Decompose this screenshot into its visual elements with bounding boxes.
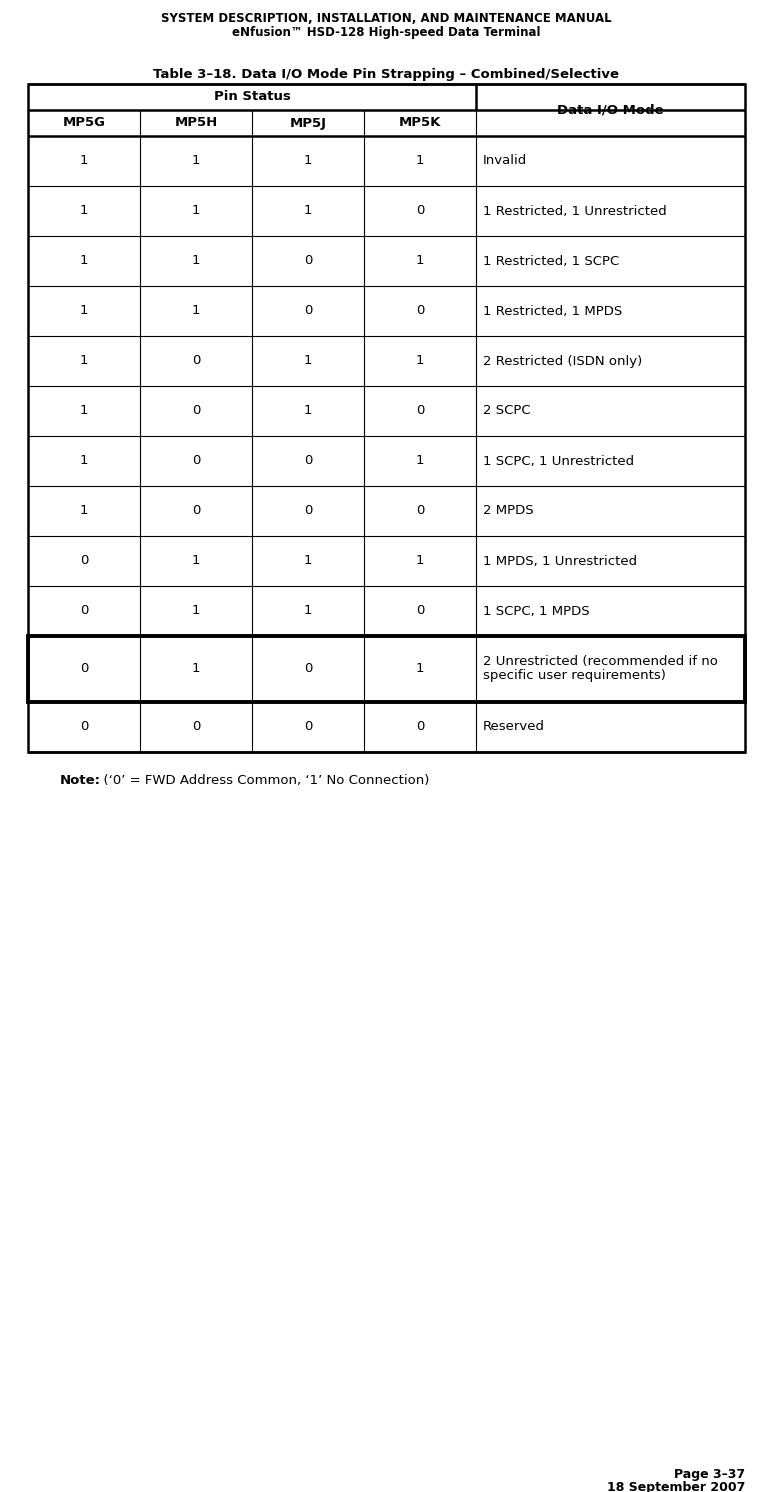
Text: 1: 1 bbox=[192, 255, 200, 267]
Text: 0: 0 bbox=[80, 604, 88, 618]
Text: SYSTEM DESCRIPTION, INSTALLATION, AND MAINTENANCE MANUAL: SYSTEM DESCRIPTION, INSTALLATION, AND MA… bbox=[161, 12, 611, 25]
Text: eNfusion™ HSD-128 High-speed Data Terminal: eNfusion™ HSD-128 High-speed Data Termin… bbox=[232, 25, 540, 39]
Text: 0: 0 bbox=[192, 504, 200, 518]
Text: 0: 0 bbox=[416, 404, 424, 418]
Text: specific user requirements): specific user requirements) bbox=[483, 670, 666, 682]
Text: 2 SCPC: 2 SCPC bbox=[483, 404, 530, 418]
Text: 1: 1 bbox=[80, 404, 88, 418]
Text: 1: 1 bbox=[304, 204, 312, 218]
Text: 0: 0 bbox=[304, 304, 312, 318]
Text: 1: 1 bbox=[80, 355, 88, 367]
Text: 0: 0 bbox=[80, 721, 88, 734]
Text: 1 Restricted, 1 Unrestricted: 1 Restricted, 1 Unrestricted bbox=[483, 204, 667, 218]
Text: Invalid: Invalid bbox=[483, 155, 527, 167]
Text: 1: 1 bbox=[192, 604, 200, 618]
Text: 1: 1 bbox=[80, 504, 88, 518]
Text: MP5K: MP5K bbox=[399, 116, 441, 130]
Text: Table 3–18. Data I/O Mode Pin Strapping – Combined/Selective: Table 3–18. Data I/O Mode Pin Strapping … bbox=[153, 69, 619, 81]
Text: 1: 1 bbox=[192, 155, 200, 167]
Text: 0: 0 bbox=[80, 662, 88, 676]
Text: 0: 0 bbox=[304, 662, 312, 676]
Text: Note:: Note: bbox=[60, 774, 101, 786]
Text: Page 3–37: Page 3–37 bbox=[674, 1468, 745, 1482]
Text: 0: 0 bbox=[416, 504, 424, 518]
Text: Reserved: Reserved bbox=[483, 721, 545, 734]
Text: 2 MPDS: 2 MPDS bbox=[483, 504, 533, 518]
Text: 0: 0 bbox=[192, 455, 200, 467]
Text: 0: 0 bbox=[80, 555, 88, 567]
Text: 0: 0 bbox=[304, 255, 312, 267]
Text: 1: 1 bbox=[192, 304, 200, 318]
Text: MP5G: MP5G bbox=[63, 116, 105, 130]
Text: 1: 1 bbox=[304, 404, 312, 418]
Text: 1 MPDS, 1 Unrestricted: 1 MPDS, 1 Unrestricted bbox=[483, 555, 637, 567]
Bar bbox=[28, 636, 745, 703]
Text: 0: 0 bbox=[304, 455, 312, 467]
Text: 1: 1 bbox=[304, 604, 312, 618]
Bar bbox=[28, 84, 745, 752]
Text: Data I/O Mode: Data I/O Mode bbox=[557, 103, 664, 116]
Text: 1 Restricted, 1 SCPC: 1 Restricted, 1 SCPC bbox=[483, 255, 619, 267]
Text: 1: 1 bbox=[416, 455, 424, 467]
Text: 0: 0 bbox=[304, 721, 312, 734]
Text: 1 Restricted, 1 MPDS: 1 Restricted, 1 MPDS bbox=[483, 304, 622, 318]
Text: 1: 1 bbox=[80, 204, 88, 218]
Text: 1: 1 bbox=[192, 204, 200, 218]
Text: MP5J: MP5J bbox=[290, 116, 326, 130]
Text: 1: 1 bbox=[304, 555, 312, 567]
Text: 1: 1 bbox=[416, 255, 424, 267]
Text: 1: 1 bbox=[192, 555, 200, 567]
Text: 1: 1 bbox=[304, 155, 312, 167]
Text: 1: 1 bbox=[416, 155, 424, 167]
Text: 18 September 2007: 18 September 2007 bbox=[607, 1482, 745, 1492]
Text: Pin Status: Pin Status bbox=[213, 91, 291, 103]
Text: 1 SCPC, 1 Unrestricted: 1 SCPC, 1 Unrestricted bbox=[483, 455, 634, 467]
Text: 2 Unrestricted (recommended if no: 2 Unrestricted (recommended if no bbox=[483, 655, 718, 668]
Text: (‘0’ = FWD Address Common, ‘1’ No Connection): (‘0’ = FWD Address Common, ‘1’ No Connec… bbox=[95, 774, 429, 786]
Text: 0: 0 bbox=[416, 204, 424, 218]
Text: 1: 1 bbox=[416, 355, 424, 367]
Text: 0: 0 bbox=[192, 355, 200, 367]
Text: 1: 1 bbox=[416, 555, 424, 567]
Text: 0: 0 bbox=[192, 721, 200, 734]
Text: MP5H: MP5H bbox=[175, 116, 218, 130]
Text: 0: 0 bbox=[416, 604, 424, 618]
Text: 0: 0 bbox=[192, 404, 200, 418]
Text: 1: 1 bbox=[80, 304, 88, 318]
Text: 1: 1 bbox=[80, 155, 88, 167]
Text: 1: 1 bbox=[416, 662, 424, 676]
Text: 1 SCPC, 1 MPDS: 1 SCPC, 1 MPDS bbox=[483, 604, 590, 618]
Text: 0: 0 bbox=[416, 304, 424, 318]
Text: 1: 1 bbox=[80, 455, 88, 467]
Text: 0: 0 bbox=[304, 504, 312, 518]
Text: 0: 0 bbox=[416, 721, 424, 734]
Text: 1: 1 bbox=[304, 355, 312, 367]
Text: 1: 1 bbox=[80, 255, 88, 267]
Text: 1: 1 bbox=[192, 662, 200, 676]
Text: 2 Restricted (ISDN only): 2 Restricted (ISDN only) bbox=[483, 355, 642, 367]
